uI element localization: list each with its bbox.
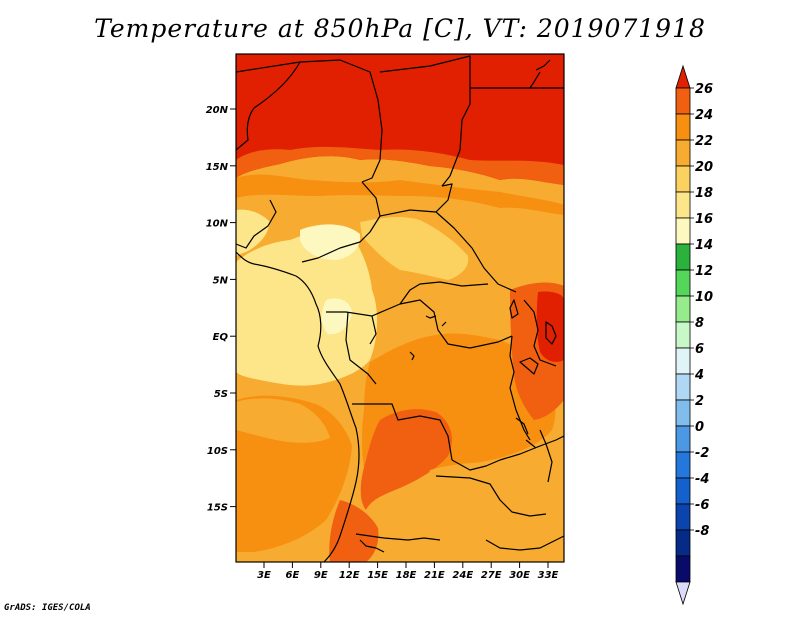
colorbar-top-arrow — [675, 64, 691, 89]
colorbar-swatch — [675, 191, 691, 219]
lon-label: 3E — [257, 570, 271, 581]
colorbar-label: -2 — [695, 446, 709, 461]
colorbar-swatch — [675, 451, 691, 479]
lon-label: 21E — [424, 570, 445, 581]
colorbar-swatch — [675, 139, 691, 167]
lat-label: 10S — [207, 446, 228, 457]
lat-label: 10N — [206, 219, 229, 230]
colorbar-swatch — [675, 165, 691, 193]
colorbar-swatch — [675, 295, 691, 323]
colorbar-swatch — [675, 399, 691, 427]
colorbar-label: 24 — [695, 108, 713, 123]
colorbar-swatch — [675, 425, 691, 453]
longitude-axis: 3E 6E 9E 12E 15E 18E 21E 24E 27E 30E 33E — [257, 562, 559, 581]
lon-label: 24E — [452, 570, 473, 581]
colorbar-swatch — [675, 503, 691, 531]
colorbar-label: 20 — [695, 160, 713, 175]
coastlines-and-borders — [236, 55, 564, 562]
lon-label: 30E — [509, 570, 530, 581]
lon-label: 18E — [396, 570, 417, 581]
colorbar-label: -6 — [695, 498, 709, 513]
colorbar-swatch — [675, 555, 691, 583]
colorbar-label: 6 — [695, 342, 704, 357]
map-frame — [235, 53, 565, 563]
grads-credit: GrADS: IGES/COLA — [4, 603, 91, 613]
colorbar-label: 2 — [695, 394, 704, 409]
colorbar-swatch — [675, 217, 691, 245]
lat-label: 20N — [206, 105, 229, 116]
lon-label: 9E — [314, 570, 328, 581]
colorbar-swatch — [675, 347, 691, 375]
colorbar-label: 0 — [695, 420, 704, 435]
colorbar-swatch — [675, 269, 691, 297]
lat-label: 15N — [206, 162, 229, 173]
colorbar-swatch — [675, 373, 691, 401]
colorbar-label: 26 — [695, 82, 713, 97]
colorbar-label: -4 — [695, 472, 709, 487]
colorbar-swatch — [675, 477, 691, 505]
colorbar-swatch — [675, 87, 691, 115]
colorbar-swatch — [675, 243, 691, 271]
temperature-field — [236, 54, 564, 562]
lon-label: 6E — [286, 570, 300, 581]
latitude-axis: 20N 15N 10N 5N EQ 5S 10S 15S — [206, 105, 236, 514]
lat-label: 5N — [213, 275, 229, 286]
colorbar-label: 12 — [695, 264, 713, 279]
colorbar-label: 4 — [694, 368, 704, 383]
lon-label: 12E — [339, 570, 360, 581]
colorbar-swatch — [675, 113, 691, 141]
chart-title: Temperature at 850hPa [C], VT: 201907191… — [94, 14, 706, 43]
colorbar-label: 14 — [695, 238, 713, 253]
lat-label: 15S — [207, 503, 228, 514]
colorbar-label: -8 — [695, 524, 709, 539]
colorbar-bottom-arrow — [675, 581, 691, 606]
lon-label: 15E — [367, 570, 388, 581]
lon-label: 33E — [538, 570, 559, 581]
lat-label: 5S — [214, 389, 228, 400]
colorbar-label: 22 — [695, 134, 713, 149]
colorbar-swatch — [675, 529, 691, 557]
lat-label: EQ — [213, 332, 229, 343]
colorbar-label: 10 — [695, 290, 713, 305]
colorbar-label: 18 — [695, 186, 713, 201]
lon-label: 27E — [481, 570, 502, 581]
colorbar-swatch — [675, 321, 691, 349]
colorbar-label: 16 — [695, 212, 713, 227]
colorbar-label: 8 — [695, 316, 704, 331]
